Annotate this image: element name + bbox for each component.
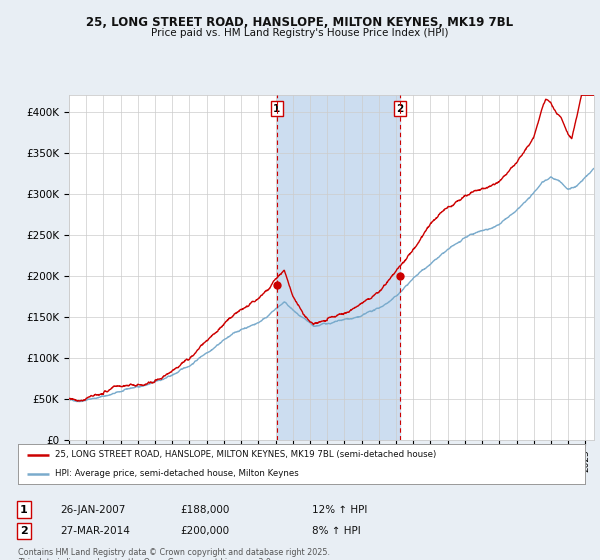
Text: £200,000: £200,000 (180, 526, 229, 536)
Text: 1: 1 (20, 505, 28, 515)
Text: Price paid vs. HM Land Registry's House Price Index (HPI): Price paid vs. HM Land Registry's House … (151, 28, 449, 38)
Text: 1: 1 (273, 104, 280, 114)
Text: 12% ↑ HPI: 12% ↑ HPI (312, 505, 367, 515)
Text: £188,000: £188,000 (180, 505, 229, 515)
Text: 8% ↑ HPI: 8% ↑ HPI (312, 526, 361, 536)
Text: 27-MAR-2014: 27-MAR-2014 (60, 526, 130, 536)
Text: 25, LONG STREET ROAD, HANSLOPE, MILTON KEYNES, MK19 7BL (semi-detached house): 25, LONG STREET ROAD, HANSLOPE, MILTON K… (55, 450, 436, 459)
Text: Contains HM Land Registry data © Crown copyright and database right 2025.
This d: Contains HM Land Registry data © Crown c… (18, 548, 330, 560)
Text: HPI: Average price, semi-detached house, Milton Keynes: HPI: Average price, semi-detached house,… (55, 469, 299, 478)
Text: 2: 2 (397, 104, 404, 114)
Text: 2: 2 (20, 526, 28, 536)
Text: 26-JAN-2007: 26-JAN-2007 (60, 505, 125, 515)
Text: 25, LONG STREET ROAD, HANSLOPE, MILTON KEYNES, MK19 7BL: 25, LONG STREET ROAD, HANSLOPE, MILTON K… (86, 16, 514, 29)
